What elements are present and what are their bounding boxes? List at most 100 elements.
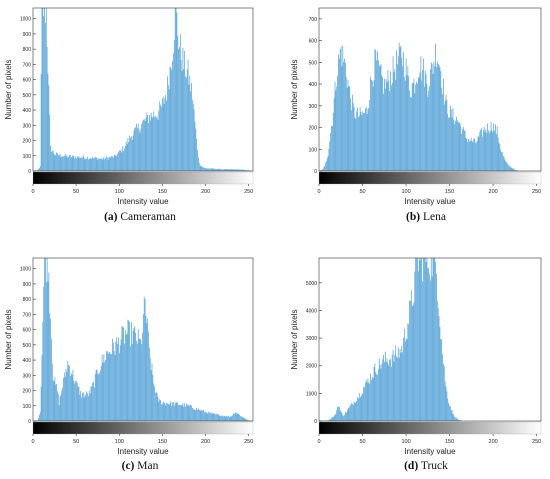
- histogram-bar: [394, 354, 396, 421]
- histogram-bar: [343, 416, 345, 421]
- histogram-bar: [414, 93, 416, 171]
- histogram-bar: [441, 339, 443, 421]
- histogram-bar: [138, 129, 140, 171]
- histogram-bar: [47, 281, 49, 421]
- histogram-bar: [36, 170, 38, 171]
- histogram-bar: [136, 123, 137, 171]
- histogram-bar: [124, 148, 125, 171]
- histogram-bar: [155, 393, 156, 421]
- histogram-bar: [197, 149, 198, 171]
- histogram-bar: [39, 165, 41, 171]
- histogram-bar: [231, 169, 233, 171]
- histogram-bar: [50, 318, 51, 421]
- intensity-colorbar: [32, 171, 254, 185]
- histogram-bar: [393, 72, 395, 171]
- y-tick-label: 100: [309, 147, 318, 153]
- histogram-bar: [173, 405, 175, 421]
- histogram-bar: [130, 138, 131, 171]
- histogram-bar: [362, 111, 364, 171]
- histogram-bar: [451, 409, 453, 421]
- histogram-bar: [196, 138, 198, 171]
- histogram-bar: [237, 413, 239, 421]
- histogram-bar: [401, 57, 403, 172]
- histogram-bar: [132, 330, 134, 421]
- caption-a: (a) Cameraman: [30, 211, 250, 223]
- histogram-bar: [201, 166, 203, 171]
- histogram-bar: [474, 138, 476, 171]
- histogram-bar: [37, 170, 39, 171]
- x-tick-label: 150: [158, 189, 167, 195]
- histogram-bar: [342, 45, 344, 171]
- histogram-bar: [396, 356, 397, 421]
- histogram-bar: [36, 420, 38, 421]
- histogram-bar: [461, 134, 462, 171]
- y-tick-label: 200: [23, 139, 32, 145]
- histogram-bar: [374, 363, 376, 421]
- histogram-bar: [419, 260, 421, 421]
- histogram-bar: [198, 157, 199, 171]
- intensity-colorbar: [318, 171, 542, 185]
- histogram-bar: [154, 386, 155, 421]
- histogram-bar: [75, 156, 76, 171]
- histogram-bar: [194, 409, 196, 421]
- histogram-bar: [86, 158, 88, 171]
- histogram-bar: [409, 300, 410, 421]
- histogram-bar: [56, 152, 57, 171]
- histogram-bar: [502, 155, 504, 171]
- histogram-bar: [381, 75, 383, 171]
- x-tick-label: 0: [31, 439, 34, 445]
- histogram-bar: [338, 58, 340, 171]
- histogram-bar: [67, 360, 69, 421]
- histogram-bar: [119, 345, 121, 421]
- histogram-bar: [158, 110, 160, 171]
- histogram-bar: [73, 155, 75, 171]
- histogram-bar: [234, 413, 235, 421]
- y-tick-label: 600: [23, 328, 32, 334]
- histogram-bar: [143, 119, 145, 171]
- histogram-bar: [345, 412, 347, 421]
- histogram-bar: [410, 300, 411, 421]
- histogram-bar: [172, 60, 173, 171]
- histogram-bar: [184, 50, 186, 171]
- histogram-bar: [446, 391, 448, 421]
- histogram-bar: [72, 369, 74, 421]
- histogram-bar: [170, 67, 172, 171]
- histogram-bar: [200, 411, 202, 421]
- histogram-bar: [164, 97, 166, 171]
- histogram-bar: [356, 111, 358, 171]
- histogram-bar: [424, 258, 426, 421]
- histogram-bar: [205, 412, 207, 421]
- caption-c: (c) Man: [30, 460, 250, 472]
- caption-b-title: Lena: [422, 211, 446, 223]
- histogram-bar: [449, 117, 450, 171]
- axes-frame: [318, 257, 542, 422]
- histogram-bar: [174, 8, 176, 171]
- histogram-bar: [171, 69, 173, 171]
- histogram-bar: [340, 411, 342, 421]
- histogram-bar: [105, 359, 106, 421]
- histogram-bar: [225, 168, 227, 171]
- x-axis-label: Intensity value: [404, 447, 456, 456]
- histogram-bar: [478, 136, 480, 171]
- histogram-bar: [425, 261, 427, 421]
- histogram-bar: [210, 168, 211, 171]
- histogram-bar: [162, 96, 164, 171]
- histogram-bar: [81, 157, 83, 171]
- histogram-bar: [130, 136, 132, 171]
- histogram-bar: [78, 156, 80, 171]
- caption-d: (d) Truck: [316, 460, 536, 472]
- histogram-bar: [366, 114, 368, 171]
- histogram-bar: [341, 66, 343, 171]
- histogram-bar: [91, 159, 93, 171]
- histogram-bar: [462, 128, 463, 171]
- x-tick-label: 150: [445, 189, 454, 195]
- histogram-bar: [131, 139, 133, 171]
- histogram-bar: [469, 140, 471, 171]
- histogram-bar: [226, 415, 228, 421]
- histogram-bar: [203, 167, 204, 171]
- histogram-bar: [97, 160, 99, 171]
- histogram-bar: [488, 132, 490, 171]
- histogram-bar: [120, 149, 122, 171]
- histogram-bar: [126, 144, 128, 171]
- histogram-bar: [203, 409, 204, 421]
